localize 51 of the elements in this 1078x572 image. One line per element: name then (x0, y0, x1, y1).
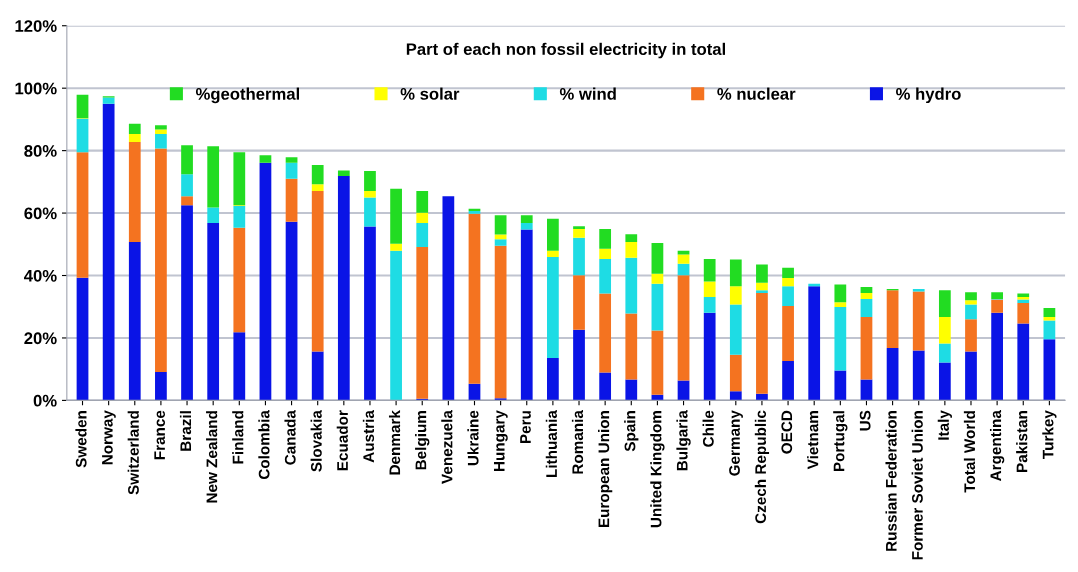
legend-label: % nuclear (717, 87, 796, 100)
y-tick-label: 20% (24, 332, 57, 345)
x-tick-label: Belgium (415, 411, 430, 470)
legend-label: % solar (400, 87, 460, 100)
x-tick-label: Austria (362, 410, 375, 463)
x-tick-label: Vietnam (807, 411, 819, 470)
y-tick-label: 100% (15, 82, 57, 95)
x-tick-label: Argentina (989, 410, 1005, 482)
x-tick-label: Ecuador (336, 410, 348, 471)
y-tick-label: 0% (33, 394, 57, 407)
x-tick-label: Former Soviet Union (911, 411, 923, 560)
x-tick-label: Canada (284, 410, 296, 465)
x-tick-label: Bulgaria (676, 410, 691, 471)
x-tick-label: Brazil (179, 411, 192, 451)
legend-label: %geothermal (195, 87, 300, 104)
x-tick-label: Hungary (493, 410, 508, 472)
x-tick-label: Norway (102, 410, 116, 465)
y-tick-label: 120% (15, 20, 57, 32)
x-tick-label: Portugal (833, 411, 848, 472)
y-tick-label: 60% (24, 207, 57, 220)
x-tick-label: European Union (598, 411, 613, 528)
x-tick-label: Romania (571, 410, 584, 474)
x-tick-label: Finland (232, 411, 244, 464)
x-tick-label: Denmark (388, 410, 401, 475)
x-tick-label: Chile (702, 410, 714, 447)
legend-label: % wind (559, 87, 616, 100)
x-tick-label: Spain (624, 411, 639, 452)
x-tick-label: US (859, 410, 871, 431)
x-tick-label: Switzerland (127, 411, 139, 495)
x-tick-label: Sweden (75, 411, 87, 468)
x-tick-label: Colombia (258, 410, 270, 480)
legend-label: % hydro (896, 87, 961, 104)
x-tick-label: Czech Republic (754, 410, 770, 524)
x-tick-label: Total World (963, 411, 976, 493)
x-tick-label: Slovakia (310, 410, 322, 472)
x-tick-label: United Kingdom (650, 411, 665, 528)
x-tick-label: Venezuela (441, 410, 453, 484)
y-tick-label: 80% (24, 145, 57, 157)
x-tick-label: Peru (520, 411, 531, 444)
x-tick-label: Germany (729, 410, 743, 476)
x-tick-label: Ukraine (467, 410, 479, 466)
x-tick-label: Russian Federation (885, 411, 897, 551)
x-tick-label: Pakistan (1016, 411, 1028, 472)
x-tick-label: Turkey (1042, 410, 1057, 459)
x-tick-label: New Zealand (206, 411, 218, 503)
x-tick-label: Italy (937, 410, 952, 440)
text: Part of each non fossil electricity in total (406, 42, 725, 59)
x-tick-label: Lithuania (545, 410, 557, 477)
y-tick-label: 40% (24, 269, 57, 282)
x-tick-label: OECD (781, 410, 793, 454)
x-tick-label: France (154, 410, 166, 460)
